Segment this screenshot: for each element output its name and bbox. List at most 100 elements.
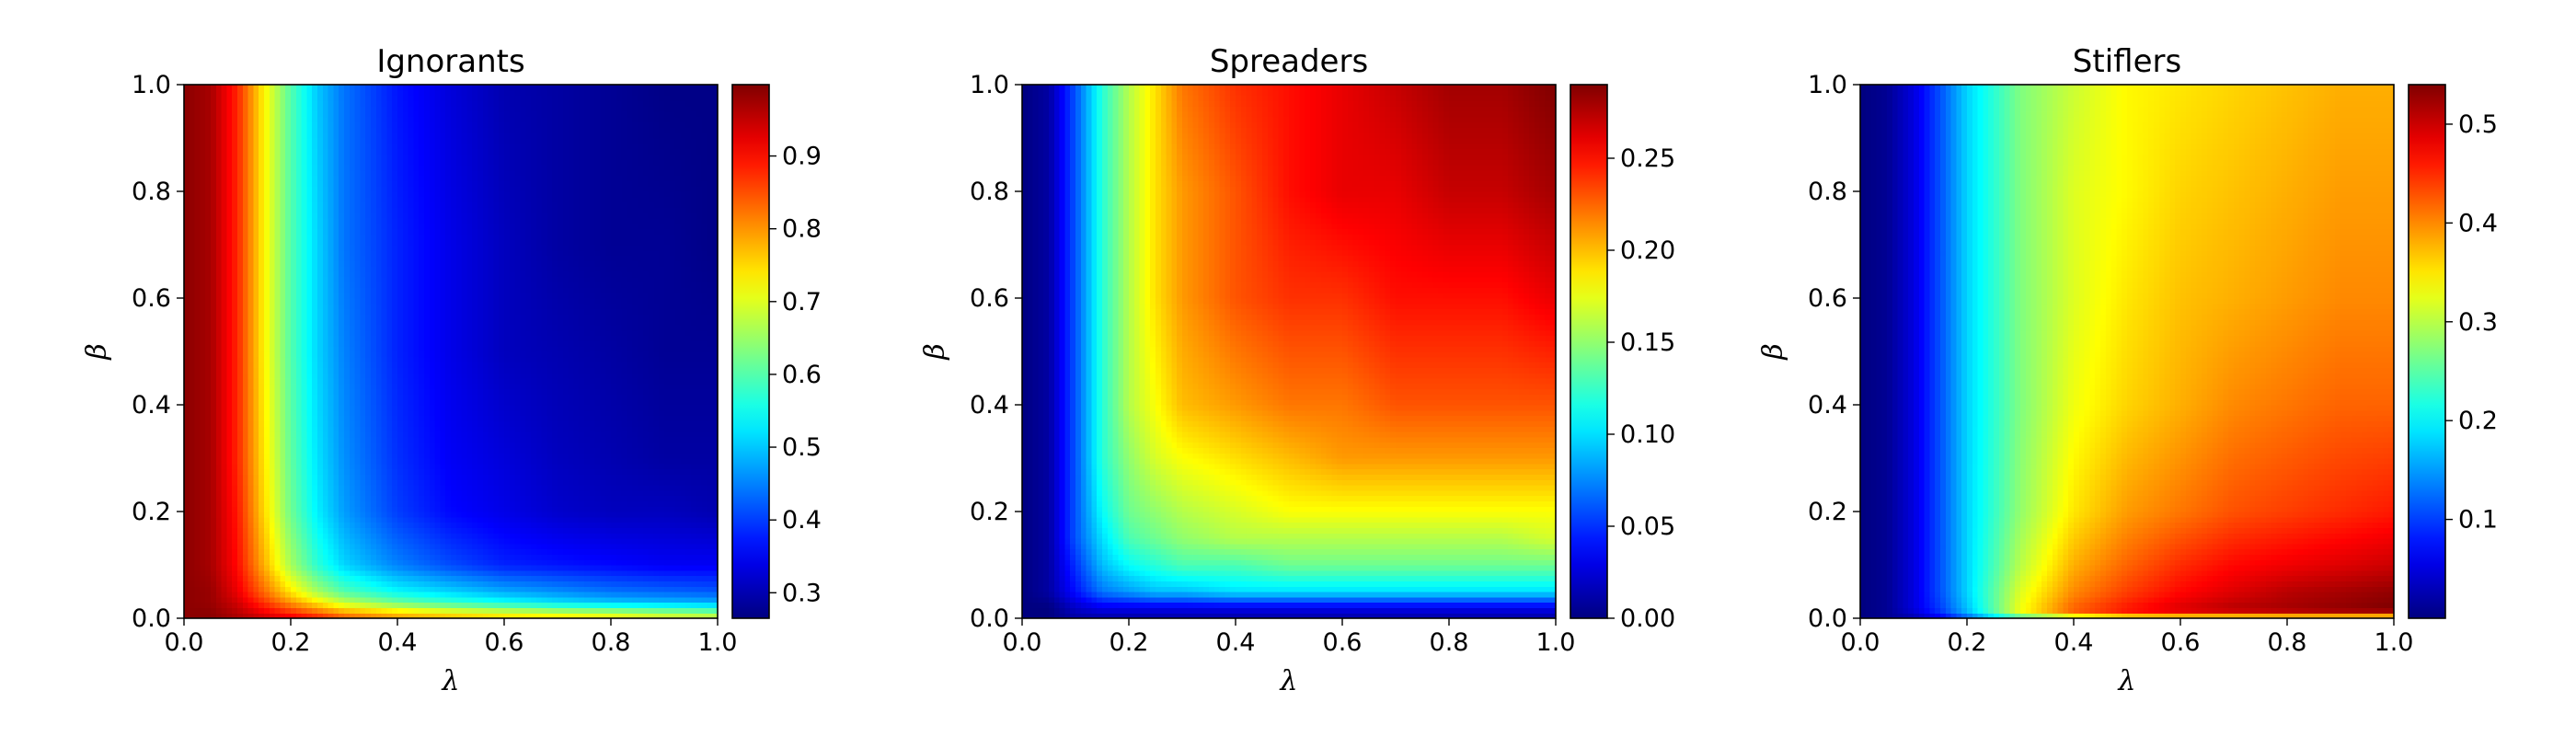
heatmap-cell — [430, 351, 435, 357]
heatmap-cell — [275, 437, 281, 443]
heatmap-cell — [232, 85, 237, 90]
heatmap-cell — [333, 437, 339, 443]
heatmap-cell — [264, 506, 270, 512]
heatmap-cell — [253, 159, 259, 165]
heatmap-cell — [445, 586, 451, 592]
heatmap-cell — [350, 256, 355, 261]
heatmap-cell — [200, 603, 205, 608]
heatmap-cell — [424, 138, 430, 144]
heatmap-cell — [317, 362, 323, 368]
heatmap-cell — [205, 581, 211, 586]
heatmap-cell — [211, 122, 216, 128]
heatmap-cell — [440, 523, 445, 528]
heatmap-cell — [386, 197, 392, 202]
heatmap-cell — [248, 245, 254, 250]
heatmap-cell — [211, 277, 216, 282]
heatmap-cell — [333, 245, 339, 250]
heatmap-cell — [350, 485, 355, 490]
heatmap-cell — [302, 144, 307, 149]
heatmap-cell — [275, 570, 281, 576]
heatmap-cell — [350, 100, 355, 106]
heatmap-cell — [445, 245, 451, 250]
heatmap-cell — [190, 304, 195, 309]
heatmap-cell — [365, 565, 371, 570]
heatmap-cell — [435, 111, 441, 117]
heatmap-cell — [253, 517, 259, 523]
heatmap-cell — [317, 500, 323, 506]
heatmap-cell — [200, 271, 205, 277]
heatmap-cell — [419, 239, 424, 245]
heatmap-cell — [232, 506, 237, 512]
heatmap-cell — [386, 245, 392, 250]
heatmap-cell — [285, 207, 291, 213]
heatmap-cell — [190, 431, 195, 437]
heatmap-cell — [216, 367, 222, 373]
heatmap-cell — [243, 309, 248, 315]
heatmap-cell — [259, 309, 264, 315]
heatmap-cell — [397, 309, 403, 315]
heatmap-cell — [424, 389, 430, 395]
heatmap-cell — [419, 122, 424, 128]
heatmap-cell — [403, 565, 408, 570]
heatmap-cell — [365, 266, 371, 271]
heatmap-cell — [376, 581, 382, 586]
heatmap-cell — [296, 260, 302, 266]
heatmap-cell — [190, 90, 195, 96]
heatmap-cell — [200, 330, 205, 336]
heatmap-cell — [344, 549, 350, 555]
heatmap-cell — [280, 239, 285, 245]
heatmap-cell — [344, 362, 350, 368]
heatmap-cell — [317, 191, 323, 197]
heatmap-cell — [222, 607, 227, 613]
heatmap-cell — [445, 186, 451, 191]
heatmap-cell — [397, 496, 403, 501]
heatmap-cell — [413, 149, 419, 155]
heatmap-cell — [237, 293, 243, 298]
heatmap-cell — [184, 538, 190, 544]
heatmap-cell — [275, 127, 281, 132]
heatmap-cell — [270, 197, 275, 202]
heatmap-cell — [386, 565, 392, 570]
heatmap-cell — [440, 603, 445, 608]
heatmap-cell — [302, 485, 307, 490]
heatmap-cell — [333, 122, 339, 128]
heatmap-cell — [222, 431, 227, 437]
heatmap-cell — [344, 314, 350, 319]
heatmap-cell — [222, 447, 227, 453]
heatmap-cell — [259, 90, 264, 96]
heatmap-cell — [237, 170, 243, 176]
heatmap-cell — [350, 458, 355, 464]
heatmap-cell — [360, 159, 365, 165]
heatmap-cell — [264, 523, 270, 528]
heatmap-cell — [344, 586, 350, 592]
heatmap-cell — [430, 266, 435, 271]
heatmap-cell — [392, 266, 397, 271]
heatmap-cell — [296, 453, 302, 458]
heatmap-cell — [243, 282, 248, 288]
heatmap-cell — [285, 159, 291, 165]
heatmap-cell — [306, 176, 312, 181]
heatmap-cell — [323, 186, 328, 191]
heatmap-cell — [270, 443, 275, 448]
heatmap-cell — [376, 180, 382, 186]
heatmap-cell — [190, 389, 195, 395]
heatmap-cell — [216, 282, 222, 288]
heatmap-cell — [344, 304, 350, 309]
heatmap-cell — [339, 416, 344, 421]
heatmap-cell — [397, 500, 403, 506]
heatmap-cell — [440, 154, 445, 159]
heatmap-cell — [376, 538, 382, 544]
heatmap-cell — [296, 287, 302, 293]
heatmap-cell — [296, 378, 302, 384]
heatmap-cell — [440, 565, 445, 570]
heatmap-cell — [386, 346, 392, 351]
heatmap-cell — [392, 458, 397, 464]
heatmap-cell — [360, 496, 365, 501]
heatmap-cell — [253, 287, 259, 293]
heatmap-cell — [445, 340, 451, 346]
heatmap-cell — [419, 420, 424, 426]
heatmap-cell — [200, 362, 205, 368]
heatmap-cell — [222, 357, 227, 362]
heatmap-cell — [280, 117, 285, 122]
heatmap-cell — [376, 127, 382, 132]
